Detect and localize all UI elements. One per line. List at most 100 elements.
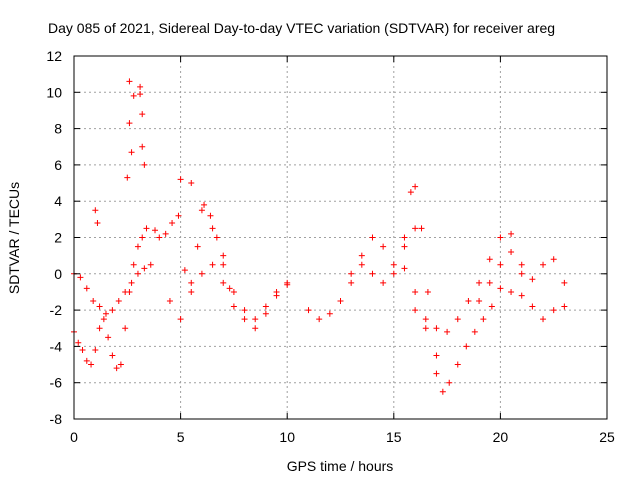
- data-point: [75, 339, 82, 346]
- data-point: [476, 298, 483, 305]
- data-point: [143, 225, 150, 232]
- data-point: [454, 316, 461, 323]
- data-point: [412, 225, 419, 232]
- data-point: [94, 219, 101, 226]
- data-point: [497, 234, 504, 241]
- data-point: [508, 288, 515, 295]
- data-point: [194, 243, 201, 250]
- data-point: [446, 379, 453, 386]
- data-point: [77, 274, 84, 281]
- data-point: [220, 252, 227, 259]
- data-point: [130, 92, 137, 99]
- data-point: [424, 288, 431, 295]
- data-point: [90, 298, 97, 305]
- data-point: [316, 316, 323, 323]
- data-point: [369, 234, 376, 241]
- x-tick-label: 10: [279, 429, 295, 445]
- series-spikes: [92, 78, 148, 226]
- data-point: [128, 149, 135, 156]
- data-point: [497, 285, 504, 292]
- data-point: [109, 352, 116, 359]
- data-point: [422, 316, 429, 323]
- series-arc-early: [71, 225, 150, 372]
- data-point: [518, 292, 525, 299]
- data-point: [137, 91, 144, 98]
- data-point: [100, 316, 107, 323]
- data-point: [92, 207, 99, 214]
- data-point: [358, 252, 365, 259]
- axis-ticks: 0 5 10 15 20 25 -8 -6 -4 -2 0 2 4 6 8 10 12: [46, 48, 615, 445]
- x-tick-label: 5: [177, 429, 185, 445]
- series-arc-15-20: [401, 183, 495, 395]
- data-point: [117, 361, 124, 368]
- data-point: [175, 212, 182, 219]
- data-point: [486, 279, 493, 286]
- data-point: [497, 261, 504, 268]
- data-point: [139, 111, 146, 118]
- y-tick-label: 12: [46, 48, 62, 64]
- data-point: [169, 219, 176, 226]
- data-point: [518, 270, 525, 277]
- x-tick-label: 15: [386, 429, 402, 445]
- data-point: [109, 307, 116, 314]
- series-arc-20-23: [497, 249, 568, 310]
- data-point: [213, 234, 220, 241]
- data-point: [561, 279, 568, 286]
- data-point: [134, 270, 141, 277]
- grid: [74, 56, 607, 419]
- data-point: [401, 234, 408, 241]
- data-point: [433, 370, 440, 377]
- data-point: [422, 325, 429, 332]
- x-tick-label: 0: [70, 429, 78, 445]
- series-arc-5-10: [166, 261, 291, 332]
- y-tick-label: -4: [50, 338, 63, 354]
- data-point: [401, 265, 408, 272]
- y-tick-label: -2: [50, 302, 63, 318]
- data-point: [188, 288, 195, 295]
- data-point: [83, 285, 90, 292]
- data-point: [412, 183, 419, 190]
- data-point: [550, 256, 557, 263]
- data-point: [152, 227, 159, 234]
- y-tick-label: 8: [54, 121, 62, 137]
- data-point: [348, 270, 355, 277]
- x-tick-label: 25: [599, 429, 615, 445]
- data-point: [465, 298, 472, 305]
- data-point: [230, 288, 237, 295]
- data-point: [439, 388, 446, 395]
- data-point: [480, 316, 487, 323]
- data-point: [305, 307, 312, 314]
- data-point: [105, 334, 112, 341]
- data-point: [369, 270, 376, 277]
- data-point: [122, 288, 129, 295]
- data-point: [181, 267, 188, 274]
- data-point: [390, 261, 397, 268]
- data-point: [529, 276, 536, 283]
- data-point: [113, 365, 120, 372]
- data-point: [96, 325, 103, 332]
- data-point: [326, 310, 333, 317]
- data-point: [412, 307, 419, 314]
- data-point: [198, 270, 205, 277]
- data-point: [463, 343, 470, 350]
- data-point: [139, 143, 146, 150]
- data-point: [220, 279, 227, 286]
- data-point: [162, 230, 169, 237]
- data-point: [262, 310, 269, 317]
- data-point: [130, 261, 137, 268]
- series-arc-12-17: [337, 252, 440, 377]
- y-tick-label: -6: [50, 375, 63, 391]
- y-tick-label: 6: [54, 157, 62, 173]
- data-point: [241, 316, 248, 323]
- y-tick-label: -8: [50, 411, 63, 427]
- data-point: [284, 281, 291, 288]
- x-tick-label: 20: [493, 429, 509, 445]
- data-point: [418, 225, 425, 232]
- data-point: [207, 212, 214, 219]
- data-point: [273, 288, 280, 295]
- x-axis-label: GPS time / hours: [287, 458, 394, 474]
- series-arc-5-10-b: [177, 176, 291, 323]
- data-point: [471, 328, 478, 335]
- data-point: [508, 249, 515, 256]
